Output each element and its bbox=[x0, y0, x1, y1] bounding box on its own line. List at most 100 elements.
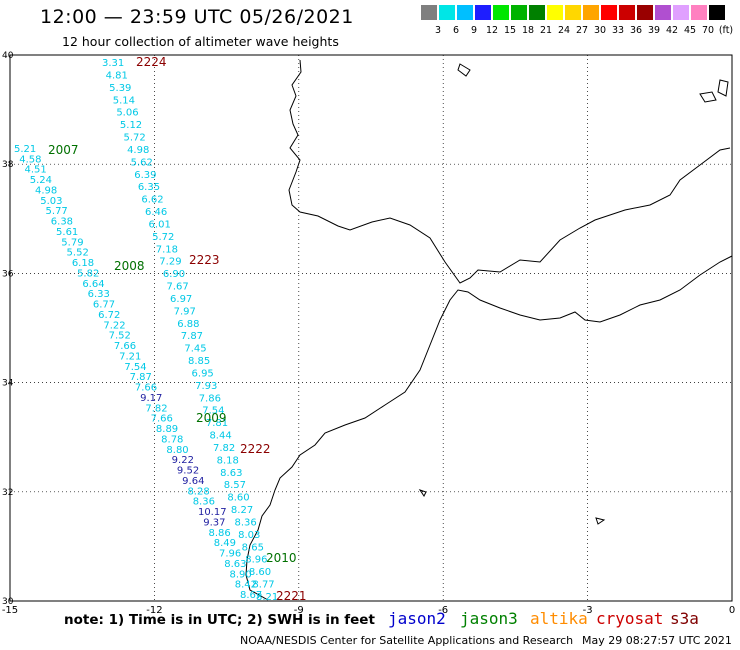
page-subtitle: 12 hour collection of altimeter wave hei… bbox=[62, 34, 339, 49]
wave-height-label: 7.45 bbox=[184, 344, 206, 355]
wave-height-label: 8.65 bbox=[242, 542, 264, 553]
wave-height-label: 7.93 bbox=[195, 381, 217, 392]
wave-height-label: 8.21 bbox=[256, 592, 278, 603]
wave-height-label: 6.72 bbox=[98, 310, 120, 321]
wave-height-label: 7.66 bbox=[151, 414, 173, 425]
wave-height-label: 4.51 bbox=[25, 165, 47, 176]
pass-label: 2221 bbox=[276, 589, 307, 603]
wave-height-label: 4.98 bbox=[127, 145, 149, 156]
wave-height-label: 7.82 bbox=[145, 403, 167, 414]
wave-height-label: 5.24 bbox=[30, 175, 52, 186]
color-swatch-label: 27 bbox=[575, 25, 589, 36]
color-swatch-label: 9 bbox=[470, 25, 478, 36]
wave-height-label: 7.52 bbox=[109, 331, 131, 342]
footnote: note: 1) Time is in UTC; 2) SWH is in fe… bbox=[64, 612, 375, 628]
wave-height-label: 7.87 bbox=[130, 372, 152, 383]
wave-height-label: 5.72 bbox=[123, 133, 145, 144]
wave-height-label: 7.18 bbox=[156, 244, 178, 255]
wave-height-label: 8.67 bbox=[240, 590, 262, 601]
pass-label: 2010 bbox=[266, 551, 297, 565]
coast-morocco bbox=[245, 255, 733, 601]
color-swatch-label: 6 bbox=[452, 25, 460, 36]
wave-height-label: 5.82 bbox=[77, 268, 99, 279]
wave-height-label: 7.96 bbox=[219, 549, 241, 560]
color-swatch bbox=[565, 5, 581, 20]
color-swatch bbox=[475, 5, 491, 20]
generated-time: May 29 08:27:57 UTC 2021 bbox=[582, 634, 732, 647]
x-tick-label: -3 bbox=[583, 605, 593, 616]
x-tick-label: -9 bbox=[294, 605, 304, 616]
color-swatch bbox=[583, 5, 599, 20]
wave-height-label: 7.29 bbox=[159, 257, 181, 268]
island-lake bbox=[418, 489, 427, 497]
color-swatch-label: 42 bbox=[665, 25, 679, 36]
wave-height-label: 5.12 bbox=[120, 120, 142, 131]
wave-height-label: 5.61 bbox=[56, 227, 78, 238]
color-swatch bbox=[619, 5, 635, 20]
wave-height-label: 9.22 bbox=[172, 455, 194, 466]
color-swatch-label: 18 bbox=[521, 25, 535, 36]
wave-height-label: 5.14 bbox=[113, 95, 135, 106]
color-swatch bbox=[691, 5, 707, 20]
color-swatch bbox=[637, 5, 653, 20]
wave-height-label: 7.67 bbox=[166, 282, 188, 293]
island-sardinia bbox=[717, 79, 729, 97]
wave-height-label: 7.87 bbox=[181, 331, 203, 342]
color-swatch bbox=[457, 5, 473, 20]
island-balearic bbox=[699, 91, 717, 103]
color-swatch bbox=[601, 5, 617, 20]
color-swatch-label: 39 bbox=[647, 25, 661, 36]
wave-height-label: 8.49 bbox=[214, 538, 236, 549]
pass-labels: 2224 2007 2008 2223 2009 2222 2010 2221 bbox=[48, 55, 307, 603]
wave-height-label: 7.54 bbox=[124, 362, 146, 373]
color-swatch bbox=[655, 5, 671, 20]
wave-height-label: 5.39 bbox=[109, 83, 131, 94]
color-swatch bbox=[673, 5, 689, 20]
wave-height-label: 5.79 bbox=[61, 237, 83, 248]
wave-height-label: 8.63 bbox=[220, 468, 242, 479]
altimeter-tracks: 3.314.815.395.145.065.125.724.985.626.39… bbox=[14, 58, 278, 603]
wave-height-label: 9.64 bbox=[182, 476, 204, 487]
wave-height-label: 8.36 bbox=[193, 497, 215, 508]
wave-height-label: 9.37 bbox=[203, 517, 225, 528]
wave-height-label: 8.60 bbox=[249, 567, 271, 578]
pass-label: 2224 bbox=[136, 55, 167, 69]
wave-height-label: 8.78 bbox=[161, 434, 183, 445]
wave-height-label: 7.66 bbox=[114, 341, 136, 352]
y-tick-label: 40 bbox=[2, 51, 14, 61]
wave-height-label: 5.21 bbox=[14, 144, 36, 155]
color-swatch-label: 12 bbox=[485, 25, 499, 36]
color-swatch-label: 21 bbox=[539, 25, 553, 36]
wave-height-label: 9.52 bbox=[177, 466, 199, 477]
wave-height-label: 8.18 bbox=[217, 455, 239, 466]
y-tick-label: 38 bbox=[2, 160, 14, 170]
wave-height-label: 7.86 bbox=[199, 393, 221, 404]
wave-height-label: 8.86 bbox=[208, 528, 230, 539]
wave-height-label: 6.88 bbox=[177, 319, 199, 330]
credit-text: NOAA/NESDIS Center for Satellite Applica… bbox=[240, 634, 574, 647]
island-lake-2 bbox=[595, 517, 606, 525]
wave-height-label: 4.58 bbox=[19, 154, 41, 165]
pass-label: 2223 bbox=[189, 253, 220, 267]
wave-height-label: 6.33 bbox=[88, 289, 110, 300]
wave-height-label: 6.95 bbox=[192, 368, 214, 379]
wave-height-label: 8.77 bbox=[252, 580, 274, 591]
color-swatch-label: 45 bbox=[683, 25, 697, 36]
wave-height-label: 6.35 bbox=[138, 182, 160, 193]
satellite-legend-s3a: s3a bbox=[670, 609, 699, 628]
lat-lon-grid bbox=[9, 54, 733, 602]
y-tick-label: 32 bbox=[2, 488, 13, 498]
color-swatch bbox=[493, 5, 509, 20]
satellite-legend-jason3: jason3 bbox=[460, 609, 518, 628]
pass-label: 2008 bbox=[114, 259, 145, 273]
x-tick-label: 0 bbox=[729, 605, 735, 616]
color-swatch-label: 3 bbox=[434, 25, 442, 36]
wave-height-label: 8.60 bbox=[227, 493, 249, 504]
color-swatch-label: (ft) bbox=[718, 25, 734, 36]
color-swatch-label: 33 bbox=[611, 25, 625, 36]
wave-height-label: 6.38 bbox=[51, 217, 73, 228]
wave-height-label: 8.44 bbox=[209, 431, 231, 442]
wave-height-label: 8.03 bbox=[238, 530, 260, 541]
pass-label: 2009 bbox=[196, 411, 227, 425]
wave-height-label: 7.82 bbox=[213, 443, 235, 454]
